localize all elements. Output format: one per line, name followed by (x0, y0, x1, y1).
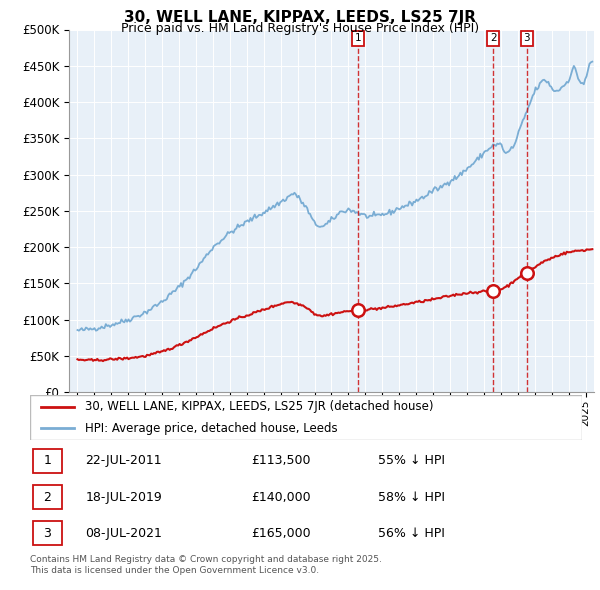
Text: 30, WELL LANE, KIPPAX, LEEDS, LS25 7JR: 30, WELL LANE, KIPPAX, LEEDS, LS25 7JR (124, 10, 476, 25)
Text: 3: 3 (523, 33, 530, 43)
Text: 18-JUL-2019: 18-JUL-2019 (85, 490, 162, 504)
Text: Contains HM Land Registry data © Crown copyright and database right 2025.: Contains HM Land Registry data © Crown c… (30, 555, 382, 563)
Text: 58% ↓ HPI: 58% ↓ HPI (378, 490, 445, 504)
Text: Price paid vs. HM Land Registry's House Price Index (HPI): Price paid vs. HM Land Registry's House … (121, 22, 479, 35)
Text: 30, WELL LANE, KIPPAX, LEEDS, LS25 7JR (detached house): 30, WELL LANE, KIPPAX, LEEDS, LS25 7JR (… (85, 400, 434, 414)
Text: 2: 2 (43, 490, 52, 504)
Text: £113,500: £113,500 (251, 454, 310, 467)
Text: £140,000: £140,000 (251, 490, 310, 504)
Text: 56% ↓ HPI: 56% ↓ HPI (378, 527, 445, 540)
Text: HPI: Average price, detached house, Leeds: HPI: Average price, detached house, Leed… (85, 421, 338, 435)
Text: 55% ↓ HPI: 55% ↓ HPI (378, 454, 445, 467)
FancyBboxPatch shape (33, 522, 62, 546)
FancyBboxPatch shape (33, 448, 62, 473)
Text: 2: 2 (490, 33, 496, 43)
FancyBboxPatch shape (30, 395, 582, 440)
Text: 22-JUL-2011: 22-JUL-2011 (85, 454, 162, 467)
Text: 1: 1 (355, 33, 361, 43)
Text: 3: 3 (43, 527, 52, 540)
Text: This data is licensed under the Open Government Licence v3.0.: This data is licensed under the Open Gov… (30, 566, 319, 575)
Text: 08-JUL-2021: 08-JUL-2021 (85, 527, 162, 540)
Text: £165,000: £165,000 (251, 527, 310, 540)
FancyBboxPatch shape (33, 485, 62, 509)
Text: 1: 1 (43, 454, 52, 467)
